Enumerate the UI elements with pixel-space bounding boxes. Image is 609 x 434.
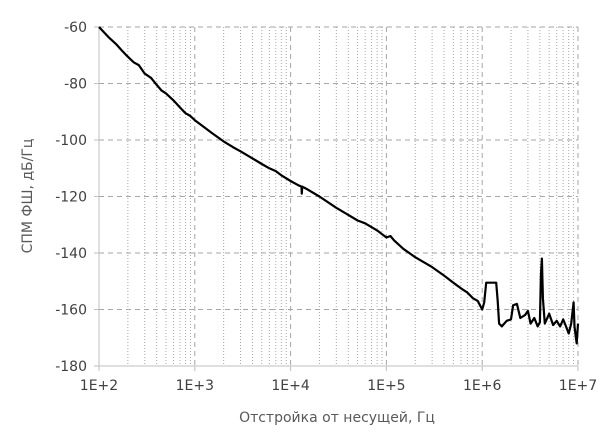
x-tick-label: 1E+2 [80,378,118,394]
y-tick-label: -180 [55,359,87,375]
y-tick-label: -80 [64,77,87,93]
series-group [98,26,580,345]
x-tick-label: 1E+3 [176,378,214,394]
x-tick-label: 1E+7 [559,378,597,394]
x-axis-title: Отстройка от несущей, Гц [239,410,435,426]
y-tick-label: -120 [55,190,87,206]
y-tick-label: -160 [55,303,87,319]
y-tick-labels: -60 -80 -100 -120 -140 -160 -180 [55,20,87,375]
y-axis-title: СПМ ФШ, дБ/Гц [20,139,36,254]
y-tick-label: -100 [55,133,87,149]
axes [94,26,579,371]
major-gridlines [99,26,578,366]
x-tick-labels: 1E+2 1E+3 1E+4 1E+5 1E+6 1E+7 [80,378,597,394]
x-tick-label: 1E+4 [271,378,309,394]
x-tick-label: 1E+6 [463,378,501,394]
x-tick-label: 1E+5 [367,378,405,394]
phase-noise-series-line [98,26,580,345]
y-tick-label: -140 [55,246,87,262]
y-tick-label: -60 [64,20,87,36]
